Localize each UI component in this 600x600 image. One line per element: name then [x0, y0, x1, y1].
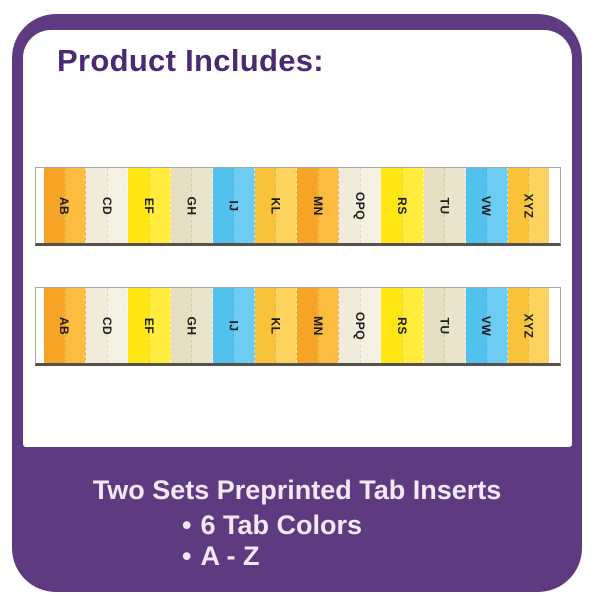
tab-label: AB: [57, 316, 72, 335]
bullet-text: 6 Tab Colors: [200, 510, 362, 540]
tab-insert-mn: MN: [297, 288, 340, 363]
perforation-line: [528, 168, 530, 243]
tab-insert-ij: IJ: [212, 288, 255, 363]
tab-insert-tu: TU: [423, 168, 466, 243]
tab-strip-1: AB CD EF GH IJ KL MN OPQ RS TU VW XYZ: [35, 167, 561, 246]
perforation-line: [275, 168, 277, 243]
tab-label: MN: [310, 315, 325, 336]
tab-label: TU: [437, 197, 452, 214]
tab-insert-cd: CD: [86, 168, 129, 243]
strip-right-margin: [549, 168, 560, 243]
perforation-line: [317, 168, 319, 243]
perforation-line: [401, 288, 403, 363]
tab-label: RS: [394, 196, 409, 215]
tab-label: RS: [394, 316, 409, 335]
tab-label: AB: [57, 196, 72, 215]
perforation-line: [317, 288, 319, 363]
tab-label: IJ: [226, 199, 241, 212]
tab-insert-xyz: XYZ: [507, 288, 550, 363]
perforation-line: [275, 288, 277, 363]
tab-label: EF: [141, 317, 156, 334]
bullet-icon: •: [182, 510, 192, 540]
tab-insert-rs: RS: [381, 168, 424, 243]
perforation-line: [233, 168, 235, 243]
tab-label: XYZ: [521, 313, 536, 338]
tab-insert-ef: EF: [128, 288, 171, 363]
tab-label: XYZ: [521, 193, 536, 218]
tab-insert-opq: OPQ: [339, 288, 382, 363]
perforation-line: [233, 288, 235, 363]
tab-insert-ij: IJ: [212, 168, 255, 243]
tab-row: AB CD EF GH IJ KL MN OPQ RS TU VW XYZ: [44, 168, 550, 243]
tab-insert-ab: AB: [44, 288, 87, 363]
tab-label: GH: [184, 196, 199, 215]
tab-insert-ab: AB: [44, 168, 87, 243]
tab-label: OPQ: [352, 191, 367, 220]
bullet-text: A - Z: [200, 541, 260, 571]
perforation-line: [191, 288, 193, 363]
perforation-line: [486, 288, 488, 363]
perforation-line: [64, 288, 66, 363]
footer-bullet-list: • 6 Tab Colors • A - Z: [182, 510, 362, 572]
perforation-line: [401, 168, 403, 243]
tab-label: VW: [479, 195, 494, 216]
perforation-line: [444, 288, 446, 363]
product-card: Product Includes: AB CD EF GH IJ KL MN OPQ RS TU V…: [23, 30, 572, 447]
strip-right-margin: [549, 288, 560, 363]
tab-insert-ef: EF: [128, 168, 171, 243]
perforation-line: [64, 168, 66, 243]
tab-row: AB CD EF GH IJ KL MN OPQ RS TU VW XYZ: [44, 288, 550, 363]
tab-insert-opq: OPQ: [339, 168, 382, 243]
poster-background: Product Includes: AB CD EF GH IJ KL MN OPQ RS TU V…: [12, 14, 582, 592]
tab-label: EF: [141, 197, 156, 214]
perforation-line: [106, 288, 108, 363]
perforation-line: [191, 168, 193, 243]
tab-label: CD: [99, 196, 114, 215]
tab-insert-kl: KL: [254, 288, 298, 363]
perforation-line: [486, 168, 488, 243]
page-title: Product Includes:: [57, 43, 324, 78]
tab-insert-vw: VW: [465, 168, 508, 243]
tab-label: KL: [268, 317, 283, 334]
perforation-line: [148, 288, 150, 363]
footer-headline: Two Sets Preprinted Tab Inserts: [92, 475, 502, 505]
tab-insert-kl: KL: [254, 168, 298, 243]
tab-insert-cd: CD: [86, 288, 129, 363]
bullet-icon: •: [182, 541, 192, 571]
strip-left-margin: [36, 288, 44, 363]
tab-insert-tu: TU: [423, 288, 466, 363]
tab-insert-gh: GH: [170, 168, 213, 243]
tab-label: VW: [479, 315, 494, 336]
perforation-line: [359, 168, 361, 243]
perforation-line: [148, 168, 150, 243]
tab-insert-xyz: XYZ: [507, 168, 550, 243]
perforation-line: [528, 288, 530, 363]
tab-label: CD: [99, 316, 114, 335]
tab-insert-vw: VW: [465, 288, 508, 363]
tab-insert-gh: GH: [170, 288, 213, 363]
perforation-line: [444, 168, 446, 243]
tab-strip-2: AB CD EF GH IJ KL MN OPQ RS TU VW XYZ: [35, 287, 561, 366]
tab-label: OPQ: [352, 311, 367, 340]
perforation-line: [359, 288, 361, 363]
tab-label: KL: [268, 197, 283, 214]
tab-label: MN: [310, 195, 325, 216]
tab-insert-mn: MN: [297, 168, 340, 243]
tab-label: GH: [184, 316, 199, 335]
tab-label: IJ: [226, 319, 241, 332]
bullet-item-az: • A - Z: [182, 541, 362, 572]
tab-label: TU: [437, 317, 452, 334]
tab-insert-rs: RS: [381, 288, 424, 363]
strip-left-margin: [36, 168, 44, 243]
perforation-line: [106, 168, 108, 243]
bullet-item-colors: • 6 Tab Colors: [182, 510, 362, 541]
